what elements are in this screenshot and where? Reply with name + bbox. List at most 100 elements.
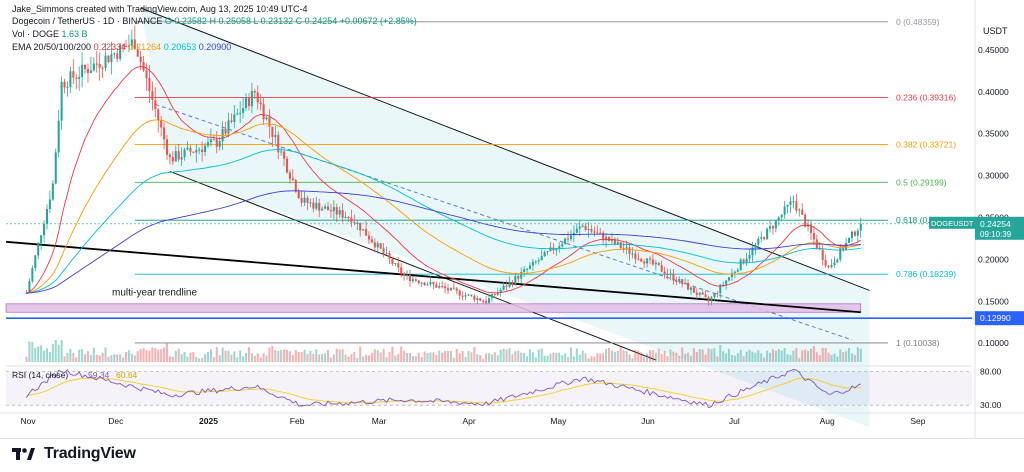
candle-body[interactable] bbox=[356, 222, 359, 224]
candle-body[interactable] bbox=[256, 92, 259, 103]
candle-body[interactable] bbox=[45, 209, 49, 224]
candle-body[interactable] bbox=[701, 292, 704, 295]
candle-body[interactable] bbox=[186, 147, 189, 150]
candle-body[interactable] bbox=[540, 256, 543, 261]
candle-body[interactable] bbox=[461, 295, 464, 297]
candle-body[interactable] bbox=[163, 127, 166, 140]
candle-body[interactable] bbox=[549, 247, 552, 252]
candle-body[interactable] bbox=[458, 290, 461, 296]
candle-body[interactable] bbox=[730, 272, 733, 278]
candle-body[interactable] bbox=[388, 253, 391, 259]
candle-body[interactable] bbox=[526, 268, 529, 270]
candle-body[interactable] bbox=[607, 236, 611, 241]
candle-body[interactable] bbox=[678, 279, 681, 282]
candle-body[interactable] bbox=[165, 139, 169, 155]
candle-body[interactable] bbox=[449, 287, 452, 291]
candle-body[interactable] bbox=[528, 265, 532, 269]
candle-body[interactable] bbox=[710, 297, 713, 302]
candle-body[interactable] bbox=[704, 294, 707, 298]
candle-body[interactable] bbox=[280, 151, 283, 153]
candle-body[interactable] bbox=[376, 243, 379, 248]
candle-body[interactable] bbox=[236, 113, 239, 115]
candle-body[interactable] bbox=[575, 228, 578, 233]
candle-body[interactable] bbox=[446, 288, 450, 291]
candle-body[interactable] bbox=[382, 248, 385, 254]
candle-body[interactable] bbox=[324, 206, 327, 209]
candle-body[interactable] bbox=[177, 151, 180, 160]
volume-legend[interactable]: Vol · DOGE 1.63 B bbox=[12, 29, 88, 39]
candle-body[interactable] bbox=[493, 293, 496, 295]
candle-body[interactable] bbox=[283, 151, 286, 159]
candle-body[interactable] bbox=[171, 156, 174, 162]
candle-body[interactable] bbox=[599, 232, 602, 234]
candle-body[interactable] bbox=[640, 258, 643, 262]
symbol-legend[interactable]: Dogecoin / TetherUS · 1D · BINANCE O 0.2… bbox=[12, 16, 417, 26]
candle-body[interactable] bbox=[473, 295, 476, 300]
candle-body[interactable] bbox=[86, 69, 89, 73]
candle-body[interactable] bbox=[347, 217, 350, 219]
candle-body[interactable] bbox=[242, 108, 245, 113]
candle-body[interactable] bbox=[485, 301, 488, 303]
candle-body[interactable] bbox=[233, 114, 236, 122]
candle-body[interactable] bbox=[239, 112, 242, 114]
candle-body[interactable] bbox=[306, 197, 309, 204]
candle-body[interactable] bbox=[81, 64, 84, 78]
candle-body[interactable] bbox=[168, 154, 171, 157]
candle-body[interactable] bbox=[338, 210, 341, 215]
candle-body[interactable] bbox=[335, 207, 338, 215]
candle-body[interactable] bbox=[651, 259, 654, 265]
candle-body[interactable] bbox=[198, 149, 201, 151]
candle-body[interactable] bbox=[587, 229, 590, 231]
candle-body[interactable] bbox=[145, 70, 148, 79]
candle-body[interactable] bbox=[271, 126, 274, 138]
candle-body[interactable] bbox=[605, 236, 608, 241]
candle-body[interactable] bbox=[836, 259, 839, 263]
candle-body[interactable] bbox=[209, 139, 212, 143]
candle-body[interactable] bbox=[648, 258, 652, 260]
candle-body[interactable] bbox=[760, 237, 763, 239]
candle-body[interactable] bbox=[821, 249, 824, 260]
candle-body[interactable] bbox=[204, 145, 207, 153]
candle-body[interactable] bbox=[689, 287, 693, 290]
candle-body[interactable] bbox=[657, 262, 660, 266]
candle-body[interactable] bbox=[139, 56, 142, 63]
candle-body[interactable] bbox=[523, 269, 526, 273]
candle-body[interactable] bbox=[69, 71, 72, 88]
candle-body[interactable] bbox=[476, 298, 479, 300]
candle-body[interactable] bbox=[75, 77, 78, 79]
candle-body[interactable] bbox=[315, 202, 318, 209]
candle-body[interactable] bbox=[643, 261, 646, 264]
candle-body[interactable] bbox=[856, 230, 859, 236]
candle-body[interactable] bbox=[180, 157, 183, 160]
candle-body[interactable] bbox=[300, 198, 303, 203]
candle-body[interactable] bbox=[206, 142, 210, 146]
candle-body[interactable] bbox=[391, 258, 394, 264]
ema-legend[interactable]: EMA 20/50/100/200 0.22334 0.21264 0.2065… bbox=[12, 42, 231, 52]
candle-body[interactable] bbox=[859, 223, 862, 231]
candle-body[interactable] bbox=[809, 224, 813, 233]
candle-body[interactable] bbox=[842, 248, 845, 250]
candle-body[interactable] bbox=[692, 287, 695, 293]
candle-body[interactable] bbox=[318, 202, 321, 211]
candle-body[interactable] bbox=[736, 270, 739, 272]
candle-body[interactable] bbox=[259, 102, 262, 105]
candle-body[interactable] bbox=[444, 286, 447, 289]
candle-body[interactable] bbox=[43, 223, 46, 236]
candle-body[interactable] bbox=[127, 45, 130, 47]
candle-body[interactable] bbox=[420, 282, 423, 284]
candle-body[interactable] bbox=[725, 280, 728, 285]
candle-body[interactable] bbox=[848, 237, 851, 243]
candle-body[interactable] bbox=[28, 281, 31, 294]
candle-body[interactable] bbox=[365, 229, 368, 236]
candle-body[interactable] bbox=[546, 251, 549, 253]
candle-body[interactable] bbox=[490, 293, 493, 299]
candle-body[interactable] bbox=[104, 55, 107, 68]
candle-body[interactable] bbox=[353, 222, 356, 224]
candle-body[interactable] bbox=[116, 53, 119, 59]
candle-body[interactable] bbox=[397, 263, 400, 268]
candle-body[interactable] bbox=[470, 294, 473, 296]
candle-body[interactable] bbox=[154, 100, 157, 110]
candle-body[interactable] bbox=[245, 97, 248, 109]
candle-body[interactable] bbox=[771, 226, 774, 229]
candle-body[interactable] bbox=[95, 63, 98, 65]
